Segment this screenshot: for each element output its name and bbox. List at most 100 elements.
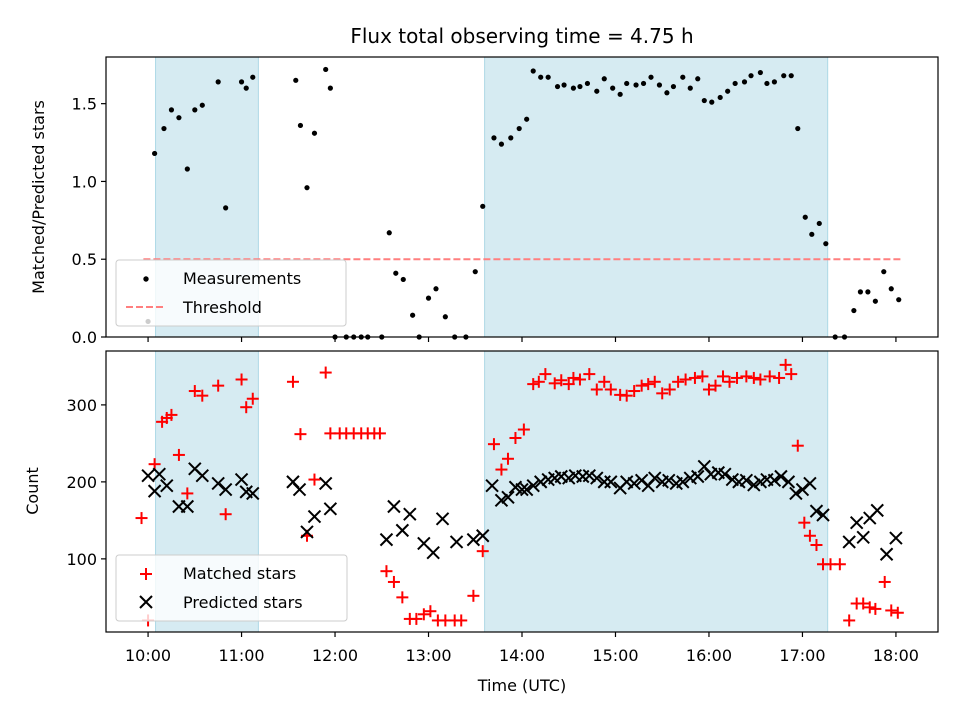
data-point-matched-stars: [763, 370, 776, 383]
data-point-matched-stars: [810, 539, 823, 552]
data-point-measurement: [386, 230, 392, 236]
data-point-predicted-stars: [582, 469, 597, 483]
data-point-measurement: [238, 79, 245, 85]
data-point-matched-stars: [235, 373, 248, 386]
data-point-measurement: [223, 205, 229, 211]
data-point-measurement: [725, 88, 731, 94]
data-point-predicted-stars: [676, 475, 690, 489]
data-point-measurement: [670, 83, 677, 90]
data-point-matched-stars: [869, 602, 882, 615]
shaded-interval: [484, 57, 828, 337]
data-point-measurement: [872, 298, 878, 304]
data-point-matched-stars: [688, 371, 701, 384]
data-point-matched-stars: [467, 589, 480, 602]
data-point-predicted-stars: [379, 532, 394, 547]
data-point-matched-stars: [672, 375, 685, 388]
shaded-interval: [484, 351, 828, 632]
data-point-predicted-stars: [590, 471, 604, 485]
data-point-matched-stars: [779, 358, 792, 371]
data-point-predicted-stars: [870, 503, 884, 518]
data-point-predicted-stars: [180, 499, 195, 514]
top-panel-measurements: [145, 66, 902, 340]
data-point-matched-stars: [635, 379, 648, 392]
data-point-predicted-stars: [403, 507, 417, 521]
data-point-predicted-stars: [781, 475, 796, 489]
data-point-measurement: [498, 141, 505, 147]
y-tick-label: 100: [66, 550, 97, 569]
data-point-measurement: [433, 286, 439, 292]
y-tick-label: 0.0: [72, 328, 97, 347]
data-point-predicted-stars: [426, 545, 440, 560]
data-point-predicted-stars: [648, 471, 662, 485]
data-point-measurement: [577, 83, 583, 90]
data-point-measurement: [554, 83, 561, 90]
legend-label-predicted-stars: Predicted stars: [183, 593, 303, 612]
x-tick-label: 16:00: [686, 646, 732, 665]
data-point-matched-stars: [642, 378, 655, 391]
bottom-panel: 100 200 300 10:00 11:00 12:00 13:00 14:00 15:00…: [23, 350, 939, 695]
data-point-measurement: [570, 85, 577, 91]
data-point-measurement: [865, 289, 871, 295]
data-point-matched-stars: [878, 575, 891, 588]
data-point-measurement: [823, 241, 829, 247]
data-point-matched-stars: [709, 379, 722, 392]
data-point-predicted-stars: [519, 482, 534, 497]
data-point-measurement: [741, 79, 748, 85]
data-point-matched-stars: [863, 601, 876, 614]
data-point-predicted-stars: [476, 529, 490, 543]
data-point-matched-stars: [843, 614, 856, 627]
data-point-predicted-stars: [307, 509, 322, 524]
data-point-predicted-stars: [691, 469, 705, 484]
data-point-matched-stars: [417, 608, 430, 621]
data-point-predicted-stars: [494, 493, 509, 508]
data-point-measurement: [809, 231, 815, 237]
data-point-matched-stars: [648, 375, 661, 388]
x-tick-label: 11:00: [218, 646, 264, 665]
legend-box: [115, 554, 348, 622]
data-point-predicted-stars: [246, 486, 260, 501]
data-point-measurement: [168, 107, 175, 113]
data-point-matched-stars: [455, 614, 468, 627]
data-point-matched-stars: [373, 427, 386, 440]
data-point-measurement: [816, 220, 822, 227]
data-point-matched-stars: [240, 401, 253, 414]
data-point-measurement: [508, 135, 514, 141]
data-point-predicted-stars: [147, 484, 162, 498]
data-point-measurement: [480, 203, 486, 209]
x-tick-label: 18:00: [873, 646, 919, 665]
data-point-measurement: [656, 82, 663, 88]
data-point-matched-stars: [833, 558, 846, 571]
data-point-matched-stars: [294, 428, 307, 441]
data-point-matched-stars: [495, 463, 508, 476]
data-point-measurement: [896, 297, 902, 303]
data-point-predicted-stars: [662, 473, 676, 488]
data-point-measurement: [472, 269, 478, 275]
data-point-measurement: [795, 125, 801, 132]
data-point-measurement: [538, 74, 544, 80]
x-tick-label: 14:00: [499, 646, 545, 665]
data-point-matched-stars: [628, 385, 641, 398]
data-point-predicted-stars: [466, 532, 481, 547]
legend-marker-measurements: [143, 276, 149, 282]
data-point-measurement: [561, 82, 567, 88]
data-point-matched-stars: [532, 375, 545, 388]
data-point-matched-stars: [319, 366, 332, 379]
data-point-matched-stars: [723, 375, 736, 388]
data-point-matched-stars: [740, 370, 753, 383]
bottom-panel-y-axis-label: Count: [23, 467, 42, 515]
chart-title: Flux total observing time = 4.75 h: [350, 24, 693, 48]
y-tick-label: 0.5: [72, 250, 97, 269]
data-point-measurement: [152, 150, 158, 157]
data-point-matched-stars: [380, 565, 393, 578]
data-point-predicted-stars: [195, 469, 209, 483]
data-point-matched-stars: [286, 375, 299, 388]
legend-marker-matched-stars: [140, 568, 152, 580]
data-point-matched-stars: [590, 383, 603, 396]
data-point-matched-stars: [181, 487, 194, 500]
data-point-measurement: [701, 97, 707, 104]
data-point-measurement: [327, 85, 333, 91]
data-point-predicted-stars: [234, 472, 249, 487]
top-panel-legend: Measurements Threshold: [115, 259, 347, 327]
data-point-predicted-stars: [292, 482, 307, 497]
data-point-predicted-stars: [300, 525, 314, 539]
